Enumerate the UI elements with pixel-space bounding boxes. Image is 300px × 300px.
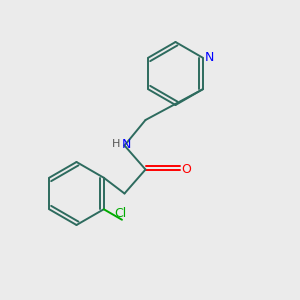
Text: O: O [182,163,191,176]
Text: Cl: Cl [114,207,127,220]
Text: H: H [112,139,121,149]
Text: N: N [205,51,214,64]
Text: N: N [122,137,132,151]
